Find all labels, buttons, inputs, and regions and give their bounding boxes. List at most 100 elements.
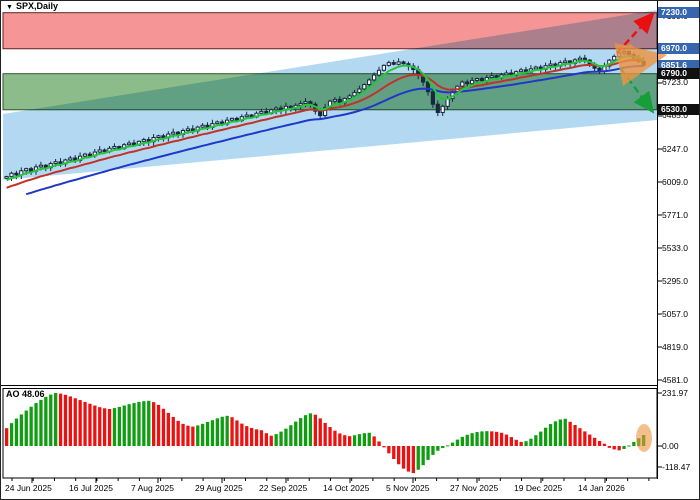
ao-bar (524, 441, 528, 446)
ao-bar (191, 426, 195, 446)
candle-body (626, 51, 631, 56)
ao-bar (5, 428, 9, 446)
ao-bar (284, 428, 288, 446)
candle-body (435, 103, 440, 114)
ao-bar (382, 446, 386, 448)
ao-bar (279, 431, 283, 446)
ao-bar (416, 446, 420, 470)
ao-bar (250, 427, 254, 446)
candle-body (425, 81, 431, 93)
chevron-down-icon: ▼ (6, 4, 13, 11)
ao-bar (328, 427, 332, 446)
ao-bar (544, 427, 548, 446)
ao-bar (597, 440, 602, 446)
candle-body (357, 88, 362, 93)
ao-bar (588, 434, 592, 446)
symbol-timeframe-label[interactable]: ▼ SPX,Daily (6, 1, 58, 11)
ao-bar (333, 430, 337, 446)
ao-bar (49, 394, 53, 446)
price-tick-label: 5057.0 (662, 308, 688, 319)
candle-body (621, 51, 627, 54)
candle-body (303, 101, 308, 105)
symbol-text: SPX,Daily (15, 1, 58, 11)
ao-bar (397, 446, 401, 465)
ao-bar (201, 423, 205, 446)
ao-bar (308, 413, 313, 446)
ma-fast-line (6, 55, 645, 182)
ao-bar (313, 414, 317, 446)
candle-body (4, 176, 9, 179)
candle-body (38, 164, 43, 168)
ao-bar (161, 408, 166, 446)
candle-body (504, 72, 509, 76)
price-tick-label: 4819.0 (662, 341, 688, 352)
date-label: 29 Aug 2025 (195, 483, 243, 493)
ao-bar (450, 442, 455, 446)
ao-bar (34, 403, 38, 446)
candle-body (367, 79, 372, 86)
candle-body (323, 107, 328, 117)
ao-bar (93, 405, 97, 446)
ao-bar (367, 432, 371, 446)
ao-bar (186, 425, 190, 446)
ao-bar (318, 418, 322, 446)
ao-bar (593, 437, 597, 446)
ao-bar (152, 402, 156, 446)
ao-bar (54, 393, 58, 446)
candle-body (288, 105, 293, 109)
price-level-tag-6851.6: 6851.6 (658, 59, 699, 71)
candle-body (112, 146, 117, 149)
ao-bar (215, 418, 219, 446)
ao-bar (475, 432, 479, 446)
price-level-tag-6970.0: 6970.0 (658, 43, 699, 55)
ao-bar (63, 394, 68, 446)
ao-bar (264, 433, 268, 446)
ao-bar (504, 434, 509, 446)
candle-body (474, 78, 480, 81)
candle-body (215, 121, 220, 125)
ao-bar (274, 434, 278, 446)
candle-body (185, 128, 191, 132)
date-label: 7 Aug 2025 (131, 483, 175, 493)
ao-bar (431, 446, 435, 455)
date-label: 16 Jul 2025 (69, 483, 113, 493)
price-tick-label: 5533.0 (662, 242, 688, 253)
candle-body (274, 107, 279, 111)
candle-body (641, 60, 646, 66)
candle-body (376, 69, 382, 76)
trend-arrow-down (620, 68, 655, 114)
candle-body (465, 81, 470, 85)
candle-body (200, 124, 205, 128)
ao-bar (362, 433, 366, 446)
ao-bar (372, 436, 376, 446)
ao-bar (323, 422, 327, 446)
price-tick-label: 6485.0 (662, 110, 688, 121)
ao-scale-label: -118.47 (662, 461, 691, 472)
ao-bar (156, 404, 161, 446)
ao-bar (401, 446, 406, 469)
ao-bar (387, 446, 391, 454)
ao-bar (519, 441, 523, 446)
ao-bar (254, 429, 259, 446)
ao-bar (436, 446, 440, 451)
ao-indicator-label: AO 48.06 (6, 389, 45, 399)
ao-bar (245, 426, 249, 446)
ao-bar (259, 430, 264, 446)
ao-bar (563, 418, 567, 446)
ao-bar (411, 446, 415, 474)
candle-body (396, 61, 401, 65)
ao-bar (406, 446, 411, 472)
ao-bar (24, 410, 28, 446)
ao-bar (421, 446, 425, 466)
ao-bar (117, 406, 121, 446)
ao-bar (29, 406, 33, 446)
ao-bar (529, 438, 533, 446)
ao-bar (220, 416, 224, 446)
candle-body (229, 117, 235, 121)
ao-bar (573, 424, 577, 446)
price-level-tag-6530.0: 6530.0 (658, 104, 699, 116)
ao-bar (240, 423, 244, 446)
ao-bar (352, 435, 357, 446)
